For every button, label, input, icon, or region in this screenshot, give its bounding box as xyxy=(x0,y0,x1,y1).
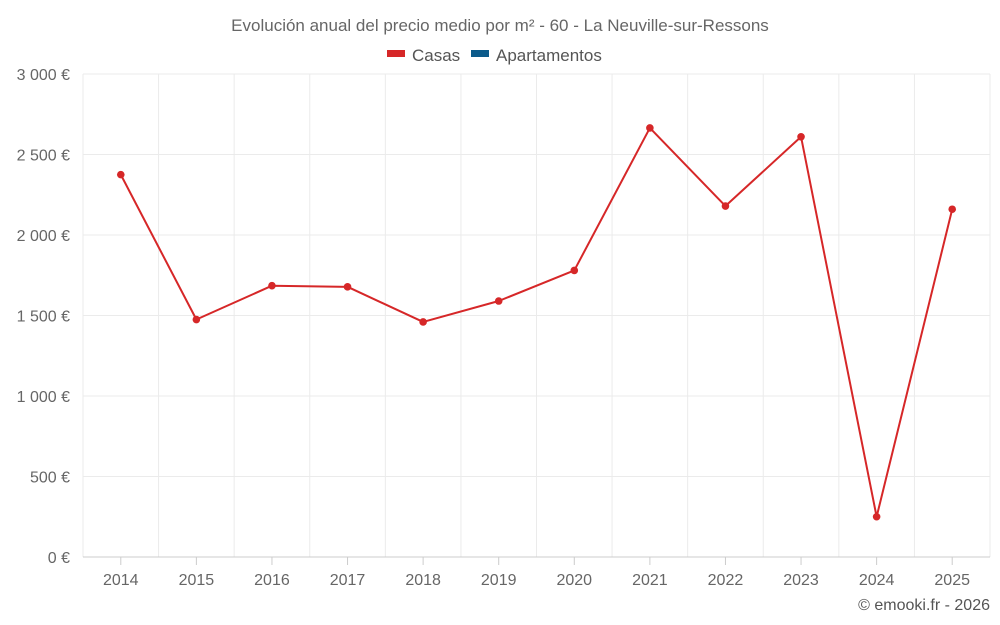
data-point-casas[interactable] xyxy=(268,281,276,290)
series-layer xyxy=(116,124,957,521)
y-tick-label: 3 000 € xyxy=(17,67,70,84)
data-point-casas[interactable] xyxy=(419,318,427,326)
data-point-casas[interactable] xyxy=(872,512,881,521)
grid xyxy=(82,73,991,557)
data-point-casas[interactable] xyxy=(343,283,352,291)
legend-swatch-apartamentos xyxy=(471,50,489,57)
legend-item-apartamentos[interactable]: Apartamentos xyxy=(471,46,602,65)
x-tick-label: 2024 xyxy=(859,572,895,589)
legend-label-casas: Casas xyxy=(412,46,460,65)
credit-text: © emooki.fr - 2026 xyxy=(858,597,990,614)
y-tick-label: 0 € xyxy=(48,550,70,567)
y-tick-label: 500 € xyxy=(30,470,70,487)
data-point-casas[interactable] xyxy=(797,132,805,141)
y-tick-label: 1 500 € xyxy=(17,309,70,326)
y-tick-label: 2 000 € xyxy=(17,228,70,245)
data-point-casas[interactable] xyxy=(494,297,503,305)
legend-label-apartamentos: Apartamentos xyxy=(496,46,602,65)
y-tick-label: 2 500 € xyxy=(17,148,70,165)
data-point-casas[interactable] xyxy=(116,170,125,179)
x-tick-label: 2018 xyxy=(405,572,441,589)
chart-title: Evolución anual del precio medio por m² … xyxy=(231,16,769,35)
x-tick-label: 2025 xyxy=(934,572,970,589)
x-tick-label: 2016 xyxy=(254,572,290,589)
x-tick-label: 2023 xyxy=(783,572,819,589)
x-tick-label: 2014 xyxy=(103,572,139,589)
data-point-casas[interactable] xyxy=(646,124,654,132)
legend: Casas Apartamentos xyxy=(387,46,602,65)
axes: 0 € 500 € 1 000 € 1 500 € 2 000 € 2 500 € 3 00… xyxy=(17,67,990,589)
y-tick-label: 1 000 € xyxy=(17,389,70,406)
data-point-casas[interactable] xyxy=(192,315,201,324)
series-line-casas xyxy=(119,126,954,518)
data-point-casas[interactable] xyxy=(570,266,579,275)
x-tick-label: 2019 xyxy=(481,572,517,589)
data-point-casas[interactable] xyxy=(721,202,730,210)
x-tick-label: 2020 xyxy=(556,572,592,589)
legend-swatch-casas xyxy=(387,50,405,57)
x-tick-label: 2021 xyxy=(632,572,668,589)
x-tick-label: 2015 xyxy=(179,572,215,589)
data-point-casas[interactable] xyxy=(948,205,957,214)
legend-item-casas[interactable]: Casas xyxy=(387,46,460,65)
x-tick-label: 2022 xyxy=(708,572,744,589)
x-tick-label: 2017 xyxy=(330,572,366,589)
